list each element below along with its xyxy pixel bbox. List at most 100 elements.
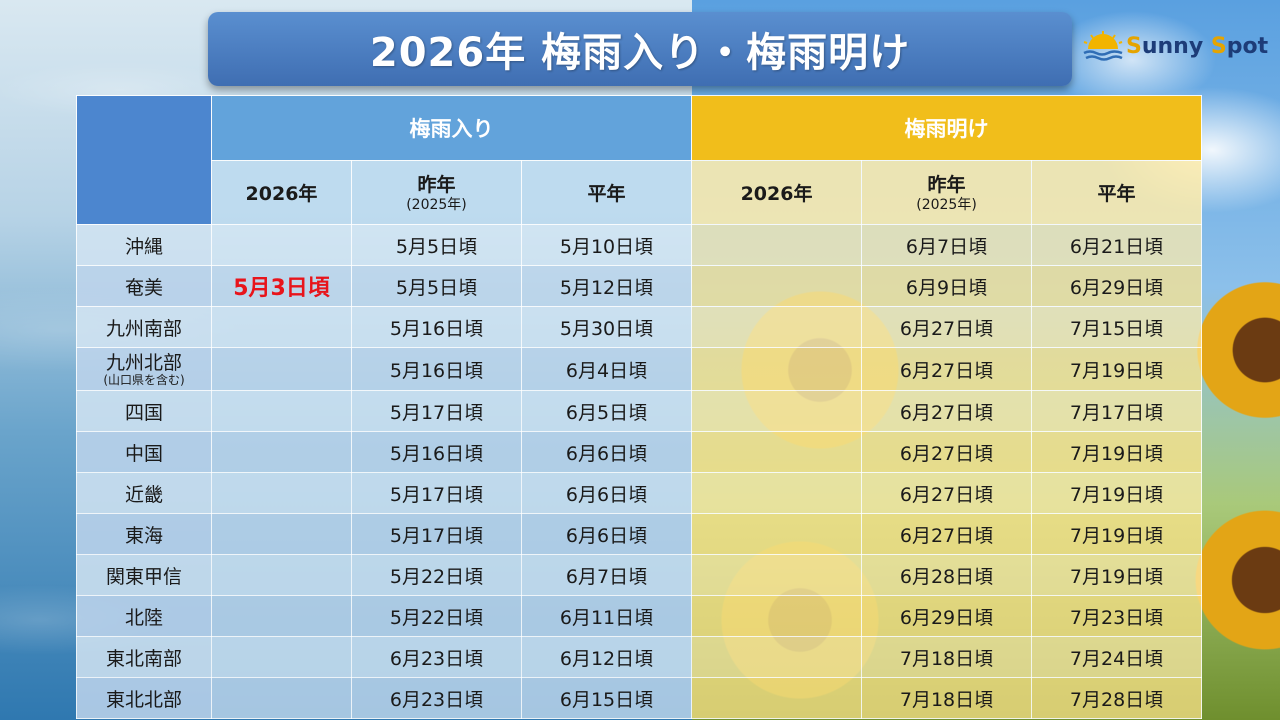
region-cell: 関東甲信 <box>76 554 212 596</box>
sun-over-water-icon <box>1083 31 1123 61</box>
region-cell: 東北南部 <box>76 636 212 678</box>
start-2026-cell <box>211 513 352 555</box>
start-normal-cell: 6月6日頃 <box>520 513 693 555</box>
start-normal-cell: 6月5日頃 <box>520 390 693 432</box>
end-last-year-cell: 7月18日頃 <box>861 677 1033 719</box>
table-row: 近畿 5月17日頃 6月6日頃 6月27日頃 7月19日頃 <box>76 472 1203 514</box>
end-normal-cell: 7月19日頃 <box>1031 431 1203 473</box>
start-2026-cell <box>211 431 352 473</box>
end-normal-cell: 6月21日頃 <box>1031 224 1203 266</box>
table-row: 関東甲信 5月22日頃 6月7日頃 6月28日頃 7月19日頃 <box>76 554 1203 596</box>
end-2026-cell <box>691 347 863 391</box>
col-end-normal: 平年 <box>1031 160 1203 225</box>
start-2026-cell <box>211 224 352 266</box>
start-last-year-cell: 5月22日頃 <box>351 595 522 637</box>
rainy-start-header: 梅雨入り <box>210 95 693 161</box>
table-row: 四国 5月17日頃 6月5日頃 6月27日頃 7月17日頃 <box>76 390 1203 432</box>
start-last-year-cell: 5月17日頃 <box>351 472 522 514</box>
start-last-year-cell: 5月16日頃 <box>351 306 522 348</box>
start-normal-cell: 6月6日頃 <box>520 431 693 473</box>
end-2026-cell <box>691 431 863 473</box>
end-last-year-cell: 6月27日頃 <box>861 513 1033 555</box>
end-normal-cell: 7月28日頃 <box>1031 677 1203 719</box>
region-cell: 沖縄 <box>76 224 212 266</box>
start-2026-cell: 5月3日頃 <box>211 265 352 307</box>
start-last-year-cell: 5月16日頃 <box>351 347 522 391</box>
start-2026-cell <box>211 306 352 348</box>
start-last-year-cell: 6月23日頃 <box>351 677 522 719</box>
end-last-year-cell: 6月7日頃 <box>861 224 1033 266</box>
end-normal-cell: 7月19日頃 <box>1031 347 1203 391</box>
start-2026-cell <box>211 595 352 637</box>
start-normal-cell: 6月7日頃 <box>520 554 693 596</box>
start-2026-cell <box>211 677 352 719</box>
end-2026-cell <box>691 513 863 555</box>
col-end-last-year: 昨年 (2025年) <box>861 160 1033 225</box>
table-row: 九州北部 (山口県を含む) 5月16日頃 6月4日頃 6月27日頃 7月19日頃 <box>76 347 1203 391</box>
start-normal-cell: 5月12日頃 <box>520 265 693 307</box>
end-last-year-cell: 6月9日頃 <box>861 265 1033 307</box>
start-last-year-cell: 5月22日頃 <box>351 554 522 596</box>
end-last-year-cell: 6月27日頃 <box>861 431 1033 473</box>
end-2026-cell <box>691 636 863 678</box>
col-start-2026: 2026年 <box>211 160 352 225</box>
end-2026-cell <box>691 390 863 432</box>
start-normal-cell: 5月10日頃 <box>520 224 693 266</box>
table-sub-header-row: 2026年 昨年 (2025年) 平年 2026年 昨年 (2025年) 平年 <box>77 160 1203 225</box>
region-cell: 北陸 <box>76 595 212 637</box>
table-row: 東海 5月17日頃 6月6日頃 6月27日頃 7月19日頃 <box>76 513 1203 555</box>
table-row: 北陸 5月22日頃 6月11日頃 6月29日頃 7月23日頃 <box>76 595 1203 637</box>
end-last-year-cell: 6月27日頃 <box>861 472 1033 514</box>
end-2026-cell <box>691 595 863 637</box>
start-normal-cell: 6月11日頃 <box>520 595 693 637</box>
end-2026-cell <box>691 554 863 596</box>
logo-wordmark: Sunny Spot <box>1126 33 1269 59</box>
region-cell: 中国 <box>76 431 212 473</box>
page-title: 2026年 梅雨入り・梅雨明け <box>369 30 911 76</box>
end-last-year-cell: 7月18日頃 <box>861 636 1033 678</box>
end-2026-cell <box>691 472 863 514</box>
end-2026-cell <box>691 677 863 719</box>
start-2026-cell <box>211 347 352 391</box>
start-last-year-cell: 6月23日頃 <box>351 636 522 678</box>
end-last-year-cell: 6月27日頃 <box>861 347 1033 391</box>
rainy-season-table: 梅雨入り 梅雨明け 2026年 昨年 (2025年) 平年 2026年 昨年 (20… <box>76 95 1203 719</box>
start-2026-cell <box>211 636 352 678</box>
end-normal-cell: 6月29日頃 <box>1031 265 1203 307</box>
region-cell: 九州南部 <box>76 306 212 348</box>
start-normal-cell: 6月4日頃 <box>520 347 693 391</box>
region-cell: 近畿 <box>76 472 212 514</box>
end-normal-cell: 7月24日頃 <box>1031 636 1203 678</box>
region-cell: 奄美 <box>76 265 212 307</box>
region-cell: 東北北部 <box>76 677 212 719</box>
end-last-year-cell: 6月29日頃 <box>861 595 1033 637</box>
table-row: 東北北部 6月23日頃 6月15日頃 7月18日頃 7月28日頃 <box>76 677 1203 719</box>
sunny-spot-logo: Sunny Spot <box>1082 28 1272 64</box>
start-last-year-cell: 5月17日頃 <box>351 513 522 555</box>
end-2026-cell <box>691 224 863 266</box>
end-last-year-cell: 6月27日頃 <box>861 390 1033 432</box>
table-row: 東北南部 6月23日頃 6月12日頃 7月18日頃 7月24日頃 <box>76 636 1203 678</box>
end-normal-cell: 7月17日頃 <box>1031 390 1203 432</box>
end-2026-cell <box>691 306 863 348</box>
start-last-year-cell: 5月16日頃 <box>351 431 522 473</box>
table-row: 中国 5月16日頃 6月6日頃 6月27日頃 7月19日頃 <box>76 431 1203 473</box>
rainy-end-header: 梅雨明け <box>691 95 1203 161</box>
table-group-header-row: 梅雨入り 梅雨明け <box>76 95 1203 225</box>
end-normal-cell: 7月15日頃 <box>1031 306 1203 348</box>
end-normal-cell: 7月19日頃 <box>1031 472 1203 514</box>
start-2026-cell <box>211 390 352 432</box>
end-normal-cell: 7月19日頃 <box>1031 513 1203 555</box>
start-2026-cell <box>211 472 352 514</box>
table-row: 奄美 5月3日頃 5月5日頃 5月12日頃 6月9日頃 6月29日頃 <box>76 265 1203 307</box>
start-2026-cell <box>211 554 352 596</box>
start-normal-cell: 6月12日頃 <box>520 636 693 678</box>
region-cell: 東海 <box>76 513 212 555</box>
end-2026-cell <box>691 265 863 307</box>
table-row: 沖縄 5月5日頃 5月10日頃 6月7日頃 6月21日頃 <box>76 224 1203 266</box>
region-cell: 九州北部 (山口県を含む) <box>76 347 212 391</box>
start-last-year-cell: 5月5日頃 <box>351 265 522 307</box>
col-start-normal: 平年 <box>520 160 693 225</box>
col-start-last-year: 昨年 (2025年) <box>351 160 522 225</box>
start-normal-cell: 6月6日頃 <box>520 472 693 514</box>
